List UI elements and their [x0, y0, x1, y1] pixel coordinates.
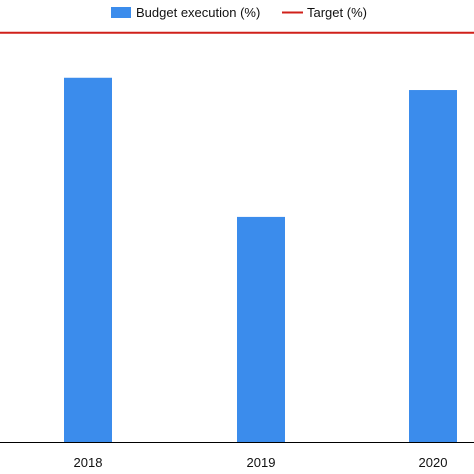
legend-label-budget: Budget execution (%): [136, 5, 260, 20]
x-tick-label-2019: 2019: [247, 455, 276, 470]
legend-label-target: Target (%): [307, 5, 367, 20]
legend-swatch-budget: [111, 7, 131, 18]
x-tick-label-2018: 2018: [74, 455, 103, 470]
x-axis: 2018 2019 2020: [0, 442, 474, 470]
bar-2019: [237, 216, 285, 442]
x-tick-label-2020: 2020: [419, 455, 448, 470]
bar-2020: [409, 90, 457, 442]
bars: [64, 77, 457, 442]
bar-2018: [64, 77, 112, 442]
legend: Budget execution (%) Target (%): [111, 5, 367, 20]
